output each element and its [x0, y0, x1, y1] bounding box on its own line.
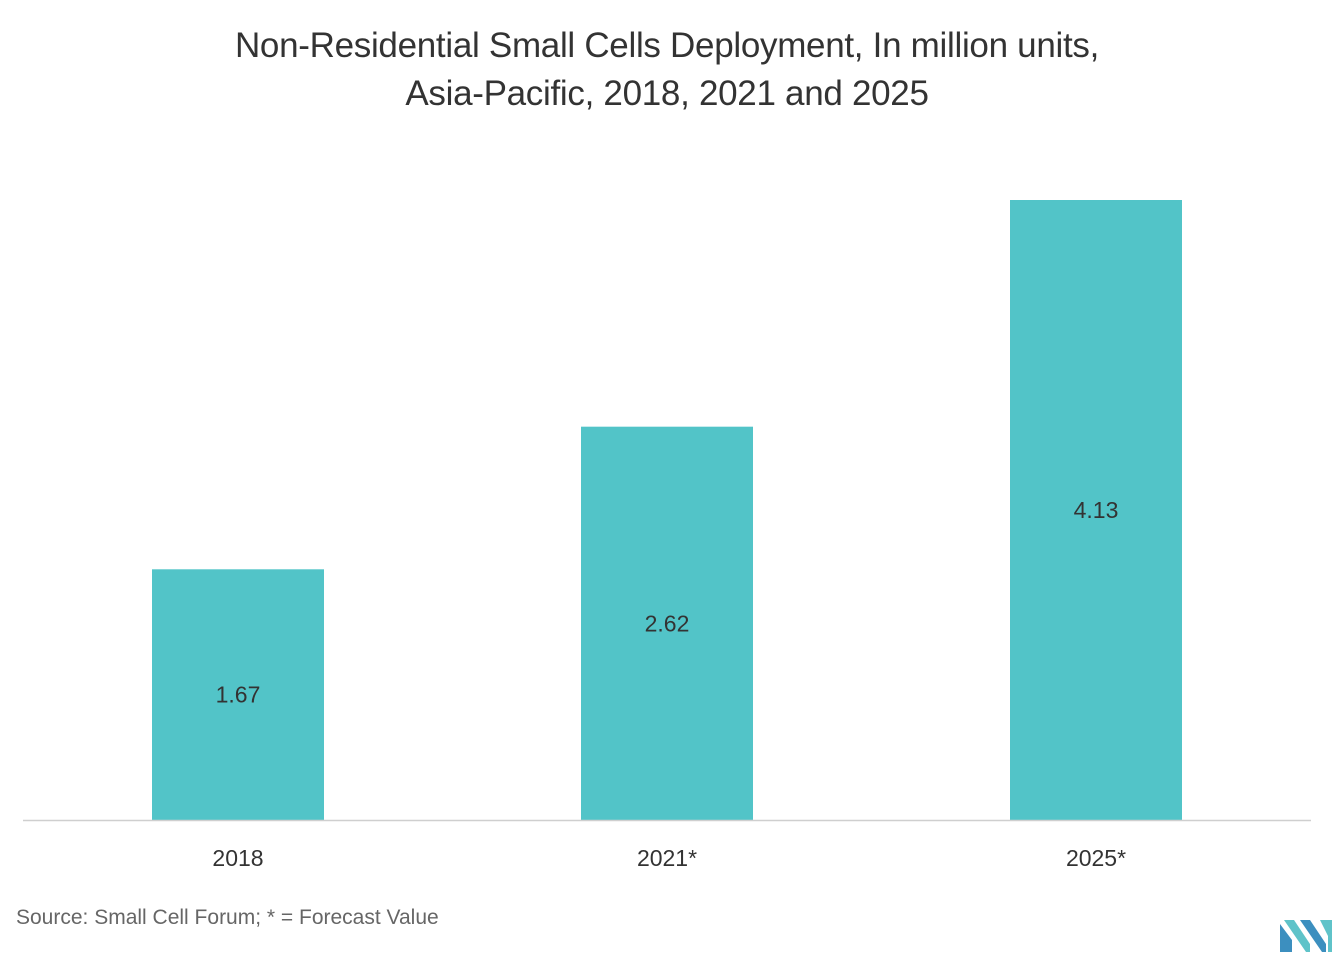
x-tick-label: 2025*: [1066, 845, 1126, 871]
bar-value-label: 4.13: [1074, 497, 1119, 523]
chart-title-line-2: Asia-Pacific, 2018, 2021 and 2025: [405, 74, 929, 113]
mordor-logo-icon: [1280, 920, 1332, 952]
bars-group: [152, 200, 1182, 820]
chart-title: Non-Residential Small Cells Deployment, …: [0, 22, 1334, 118]
x-tick-label: 2021*: [637, 845, 697, 871]
x-tick-label: 2018: [212, 845, 263, 871]
source-note: Source: Small Cell Forum; * = Forecast V…: [16, 906, 439, 929]
bar-value-label: 1.67: [216, 682, 261, 708]
bar-2025: [1010, 200, 1182, 820]
labels-group: 1.67 2018 2.62 2021* 4.13 2025*: [212, 497, 1126, 871]
bar-2018: [152, 569, 324, 820]
bar-value-label: 2.62: [645, 610, 690, 636]
chart-title-line-1: Non-Residential Small Cells Deployment, …: [234, 26, 1100, 65]
bar-2021: [581, 426, 753, 820]
